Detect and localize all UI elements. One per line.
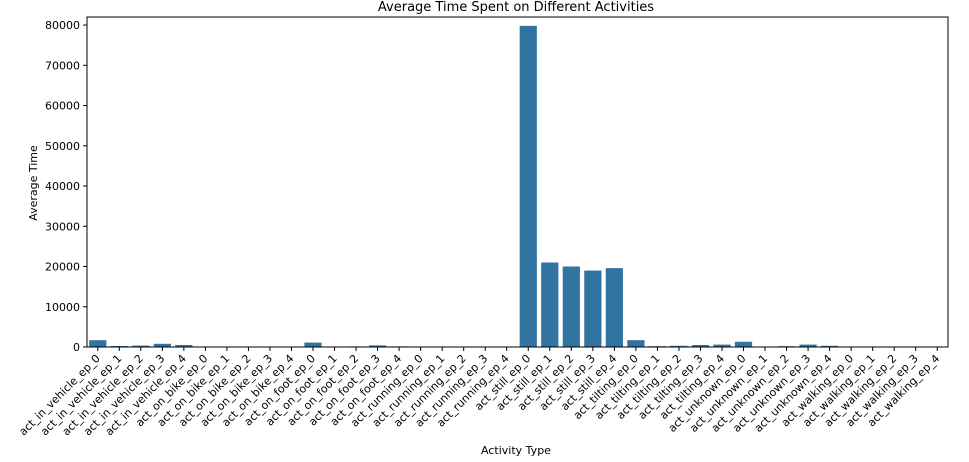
bar-act-still-ep-1: [541, 262, 559, 347]
bar-act-on-foot-ep-3: [368, 345, 387, 347]
bar-act-still-ep-0: [519, 25, 537, 347]
bar-act-tilting-ep-4: [713, 344, 731, 347]
y-tick-label: 0: [73, 341, 80, 354]
y-tick-label: 40000: [45, 180, 80, 193]
x-axis-title: Activity Type: [481, 444, 551, 457]
bars-layer: [89, 25, 946, 347]
plot-frame: [86, 16, 949, 348]
y-axis-title: Average Time: [27, 145, 40, 221]
bar-act-unknown-ep-3: [799, 344, 817, 347]
bar-act-in-vehicle-ep-1: [110, 345, 128, 347]
bar-act-tilting-ep-3: [691, 344, 710, 347]
bar-act-tilting-ep-0: [627, 340, 645, 347]
chart-title: Average Time Spent on Different Activiti…: [378, 0, 654, 15]
y-tick-label: 20000: [45, 261, 80, 274]
y-tick-label: 10000: [45, 301, 80, 314]
bar-act-in-vehicle-ep-3: [153, 343, 171, 347]
y-tick-label: 60000: [45, 100, 80, 113]
y-tick-label: 50000: [45, 140, 80, 153]
x-axis: act_in_vehicle_ep_0act_in_vehicle_ep_1ac…: [17, 347, 942, 438]
bar-act-still-ep-3: [584, 270, 602, 347]
bar-act-unknown-ep-4: [821, 345, 839, 347]
y-axis: 0 10000 20000 30000 40000 50000 60000 70000 8000…: [45, 19, 87, 354]
y-tick-label: 30000: [45, 220, 80, 233]
y-tick-label: 80000: [45, 19, 80, 32]
bar-act-in-vehicle-ep-4: [175, 344, 193, 347]
bar-act-still-ep-4: [605, 268, 623, 347]
bar-act-in-vehicle-ep-0: [89, 340, 107, 347]
y-tick-label: 70000: [45, 59, 80, 72]
bar-act-tilting-ep-2: [670, 345, 688, 347]
bar-act-in-vehicle-ep-2: [132, 345, 150, 347]
bar-act-still-ep-2: [562, 266, 580, 347]
bar-act-on-foot-ep-0: [304, 342, 322, 347]
bar-act-unknown-ep-0: [734, 341, 753, 347]
